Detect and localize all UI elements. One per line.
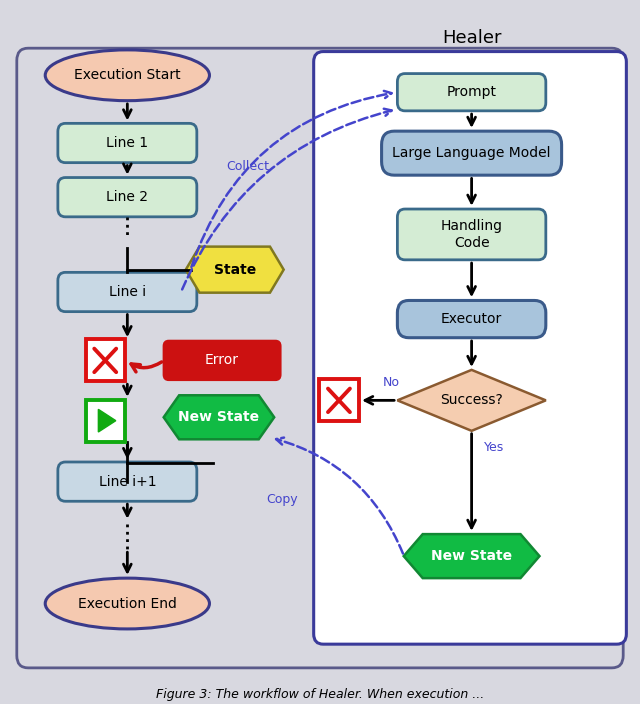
Polygon shape [186,246,284,293]
Polygon shape [99,409,116,432]
FancyBboxPatch shape [314,51,627,644]
Text: Line 1: Line 1 [106,136,148,150]
Text: Handling
Code: Handling Code [440,220,502,249]
FancyBboxPatch shape [58,123,197,163]
Text: Execution Start: Execution Start [74,68,180,82]
Polygon shape [404,534,540,578]
Polygon shape [397,370,546,431]
Polygon shape [164,395,274,439]
Text: Error: Error [205,353,239,367]
Text: No: No [383,376,400,389]
Text: Success?: Success? [440,394,503,408]
Text: Execution End: Execution End [78,596,177,610]
Text: New State: New State [431,549,512,563]
Text: State: State [214,263,256,277]
FancyBboxPatch shape [17,48,623,668]
FancyBboxPatch shape [397,301,546,338]
FancyBboxPatch shape [319,379,358,422]
FancyBboxPatch shape [58,462,197,501]
Text: Healer: Healer [442,29,501,47]
Text: Executor: Executor [441,312,502,326]
Text: Prompt: Prompt [447,85,497,99]
Text: Figure 3: The workflow of Healer. When execution ...: Figure 3: The workflow of Healer. When e… [156,689,484,701]
Text: Line 2: Line 2 [106,190,148,204]
FancyBboxPatch shape [397,209,546,260]
Text: Collect: Collect [226,161,269,173]
FancyBboxPatch shape [397,74,546,111]
Text: Yes: Yes [484,441,504,454]
Text: Large Language Model: Large Language Model [392,146,551,161]
FancyBboxPatch shape [58,177,197,217]
FancyBboxPatch shape [86,400,125,441]
Text: Line i: Line i [109,285,146,299]
FancyBboxPatch shape [58,272,197,312]
Text: Line i+1: Line i+1 [99,474,156,489]
Text: Copy: Copy [266,494,298,506]
Ellipse shape [45,578,209,629]
FancyBboxPatch shape [164,341,280,380]
Ellipse shape [45,50,209,101]
FancyBboxPatch shape [86,339,125,382]
FancyBboxPatch shape [381,131,562,175]
Text: New State: New State [179,410,259,425]
